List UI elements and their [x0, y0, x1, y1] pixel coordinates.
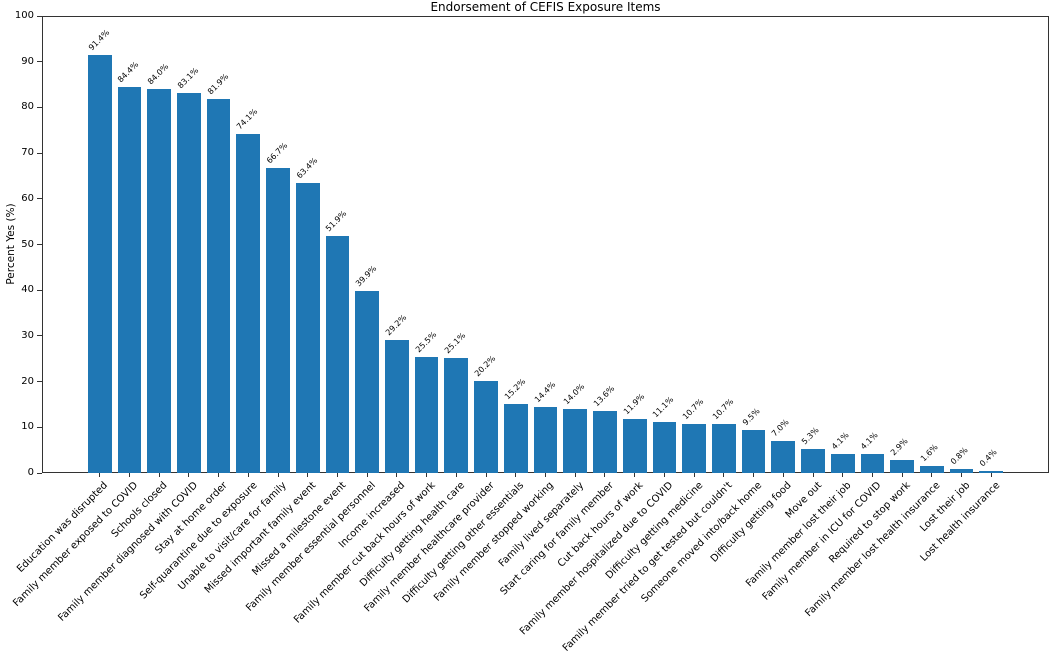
bar — [325, 235, 350, 473]
x-tick — [515, 473, 517, 477]
x-tick — [485, 473, 487, 477]
bar — [652, 422, 677, 473]
x-tick — [247, 473, 249, 477]
bar — [414, 356, 439, 473]
x-tick — [634, 473, 636, 477]
bar — [295, 183, 320, 473]
y-tick — [37, 152, 42, 154]
y-tick-label: 90 — [21, 55, 34, 67]
y-tick-label: 70 — [21, 147, 34, 159]
bar — [385, 339, 409, 473]
bar — [741, 429, 766, 473]
bar — [682, 424, 706, 473]
x-tick — [128, 473, 130, 477]
y-tick — [37, 289, 42, 291]
bar — [979, 471, 1004, 473]
y-tick — [37, 244, 42, 245]
x-tick — [277, 473, 279, 477]
x-tick — [901, 473, 903, 477]
bar — [949, 469, 974, 473]
bar — [533, 407, 558, 473]
x-tick — [990, 473, 992, 477]
bar — [801, 448, 825, 473]
bar — [771, 441, 796, 473]
y-tick-label: 20 — [21, 375, 34, 387]
x-tick — [782, 473, 784, 477]
bar — [622, 418, 647, 473]
x-tick — [396, 473, 398, 477]
y-tick-label: 30 — [21, 329, 34, 341]
bar — [711, 424, 736, 473]
x-tick — [871, 473, 873, 477]
bar — [860, 454, 885, 473]
x-tick — [99, 473, 101, 477]
bar — [890, 459, 915, 473]
bar — [593, 410, 617, 473]
x-tick — [604, 473, 606, 477]
x-tick — [307, 473, 309, 477]
y-tick-label: 60 — [21, 192, 34, 204]
bar — [266, 168, 290, 473]
bar — [117, 87, 142, 473]
y-tick — [37, 15, 42, 17]
x-tick — [931, 473, 933, 477]
x-tick — [188, 473, 190, 477]
x-tick — [663, 473, 665, 477]
x-tick — [366, 473, 368, 477]
y-tick — [37, 426, 42, 428]
bar — [236, 134, 261, 473]
y-tick-label: 40 — [21, 284, 34, 296]
x-tick — [574, 473, 576, 477]
bar — [503, 403, 528, 473]
bar — [830, 454, 855, 473]
y-tick-label: 0 — [27, 467, 34, 478]
x-tick — [842, 473, 844, 477]
bar — [563, 409, 588, 473]
bar — [474, 380, 498, 473]
y-tick — [37, 106, 42, 108]
y-tick — [37, 61, 42, 63]
bar — [176, 93, 201, 473]
y-tick-label: 10 — [21, 421, 34, 433]
y-tick-label: 50 — [21, 238, 34, 250]
x-tick-label: Family member exposed to COVID — [11, 480, 141, 609]
bar — [920, 465, 944, 473]
bar — [147, 89, 171, 473]
y-tick — [37, 198, 42, 200]
chart-title: Endorsement of CEFIS Exposure Items — [430, 0, 661, 14]
y-tick-label: 80 — [21, 101, 34, 113]
x-tick — [753, 473, 755, 477]
x-tick — [693, 473, 695, 477]
x-tick — [336, 473, 338, 477]
bar — [355, 290, 380, 473]
y-tick — [37, 335, 42, 337]
x-tick — [812, 473, 814, 477]
x-tick — [961, 473, 963, 477]
bar — [206, 98, 231, 473]
x-tick — [545, 473, 546, 477]
y-tick — [37, 381, 42, 383]
x-tick — [723, 473, 725, 477]
bar — [87, 55, 112, 473]
x-tick — [218, 473, 220, 477]
x-tick — [158, 473, 160, 477]
x-tick — [426, 473, 428, 477]
y-tick — [37, 472, 42, 474]
y-tick-label: 100 — [14, 10, 34, 21]
x-tick — [455, 473, 457, 477]
bar — [444, 358, 469, 473]
